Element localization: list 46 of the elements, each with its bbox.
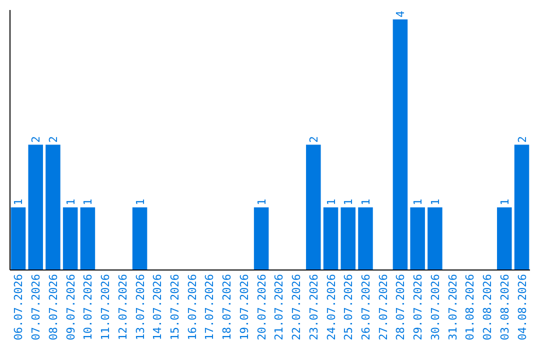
data-label: 1 — [498, 198, 512, 206]
x-tick-label: 27.07.2026 — [376, 274, 390, 340]
data-label: 2 — [307, 136, 320, 143]
x-tick-label: 16.07.2026 — [186, 274, 199, 340]
x-tick-label: 14.07.2026 — [151, 274, 164, 340]
x-tick-label: 24.07.2026 — [324, 274, 338, 340]
data-label: 1 — [428, 198, 442, 206]
x-tick-label: 20.07.2026 — [255, 274, 268, 340]
data-label: 1 — [64, 198, 78, 206]
x-tick-label: 26.07.2026 — [359, 274, 372, 340]
data-label: 1 — [412, 198, 425, 206]
x-tick-label: 22.07.2026 — [290, 274, 304, 340]
x-tick-label: 23.07.2026 — [307, 274, 320, 340]
data-label: 1 — [324, 198, 338, 206]
data-label: 1 — [82, 198, 95, 206]
x-tick-label: 29.07.2026 — [412, 274, 425, 340]
x-tick-label: 25.07.2026 — [342, 274, 356, 340]
x-tick-label: 31.07.2026 — [446, 274, 460, 340]
x-tick-label: 10.07.2026 — [82, 274, 95, 340]
data-label: 1 — [342, 198, 356, 206]
x-tick-label: 30.07.2026 — [428, 274, 442, 340]
data-label: 1 — [255, 198, 268, 206]
x-tick-label: 02.08.2026 — [481, 274, 494, 340]
data-label: 2 — [30, 136, 43, 143]
x-tick-label: 11.07.2026 — [99, 274, 112, 340]
x-tick-label: 09.07.2026 — [64, 274, 78, 340]
data-label: 2 — [46, 136, 60, 143]
x-tick-label: 08.07.2026 — [46, 274, 60, 340]
x-tick-label: 28.07.2026 — [394, 274, 408, 340]
x-tick-label: 06.07.2026 — [12, 274, 26, 340]
x-tick-label: 15.07.2026 — [168, 274, 182, 340]
x-tick-label: 04.08.2026 — [516, 274, 529, 340]
data-label: 4 — [394, 10, 408, 18]
x-tick-label: 13.07.2026 — [134, 274, 147, 340]
x-tick-label: 12.07.2026 — [116, 274, 130, 340]
x-tick-label: 07.07.2026 — [30, 274, 43, 340]
data-label: 1 — [359, 198, 372, 206]
x-tick-label: 18.07.2026 — [220, 274, 234, 340]
x-tick-label: 21.07.2026 — [272, 274, 286, 340]
data-label: 2 — [516, 136, 529, 143]
x-tick-label: 01.08.2026 — [464, 274, 477, 340]
x-tick-label: 17.07.2026 — [203, 274, 216, 340]
x-tick-label: 19.07.2026 — [238, 274, 251, 340]
data-label: 1 — [134, 198, 147, 206]
data-label: 1 — [12, 198, 26, 206]
x-tick-label: 03.08.2026 — [498, 274, 512, 340]
